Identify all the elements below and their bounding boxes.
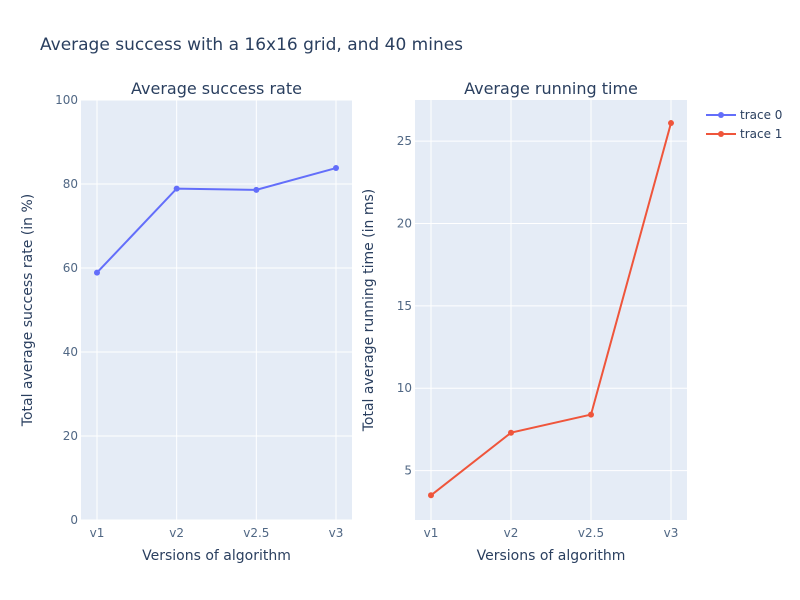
data-point[interactable] <box>333 165 339 172</box>
data-point[interactable] <box>668 120 674 127</box>
data-point[interactable] <box>94 269 100 276</box>
y-tick-label: 0 <box>70 513 78 527</box>
plot-area <box>415 100 687 520</box>
plot-area <box>81 100 352 520</box>
legend-label: trace 1 <box>740 127 782 141</box>
data-point[interactable] <box>253 186 260 193</box>
figure-title: Average success with a 16x16 grid, and 4… <box>40 35 463 55</box>
legend-label: trace 0 <box>740 108 782 122</box>
series-line <box>96 167 337 274</box>
data-point[interactable] <box>428 492 434 499</box>
y-axis-title: Total average success rate (in %) <box>20 194 36 427</box>
y-tick-label: 25 <box>397 134 412 148</box>
running-time-panel: 5 10 15 20 25 v1 v2 v2.5 v3 Average running time V… <box>361 79 687 564</box>
x-axis-title: Versions of algorithm <box>477 548 626 564</box>
data-point[interactable] <box>508 429 514 436</box>
y-tick-label: 60 <box>63 261 78 275</box>
legend-marker-swatch <box>718 131 724 137</box>
x-tick-label: v2 <box>504 526 519 540</box>
success-rate-panel: 0 20 40 60 80 100 v1 v2 v2.5 v3 Average success ra… <box>20 79 352 564</box>
x-tick-label: v3 <box>664 526 679 540</box>
subplot-title: Average running time <box>464 79 638 98</box>
y-tick-label: 20 <box>397 217 412 231</box>
x-axis-title: Versions of algorithm <box>142 548 291 564</box>
x-tick-label: v2.5 <box>243 526 269 540</box>
x-tick-label: v2 <box>169 526 184 540</box>
data-point[interactable] <box>588 411 594 418</box>
subplot-title: Average success rate <box>131 79 302 98</box>
legend-marker-swatch <box>718 112 724 118</box>
legend-item[interactable]: trace 1 <box>706 127 782 141</box>
data-point[interactable] <box>173 185 180 192</box>
x-tick-label: v1 <box>90 526 105 540</box>
legend[interactable]: trace 0 trace 1 <box>706 108 782 141</box>
y-tick-label: 15 <box>397 299 412 313</box>
y-tick-label: 5 <box>404 464 412 478</box>
legend-item[interactable]: trace 0 <box>706 108 782 122</box>
x-tick-label: v3 <box>329 526 344 540</box>
y-tick-label: 100 <box>55 93 78 107</box>
x-tick-label: v1 <box>424 526 439 540</box>
y-tick-label: 20 <box>63 429 78 443</box>
y-tick-label: 10 <box>397 381 412 395</box>
series-line <box>430 122 672 497</box>
y-axis-title: Total average running time (in ms) <box>361 189 377 433</box>
y-tick-label: 80 <box>63 177 78 191</box>
y-tick-label: 40 <box>63 345 78 359</box>
x-tick-label: v2.5 <box>578 526 604 540</box>
